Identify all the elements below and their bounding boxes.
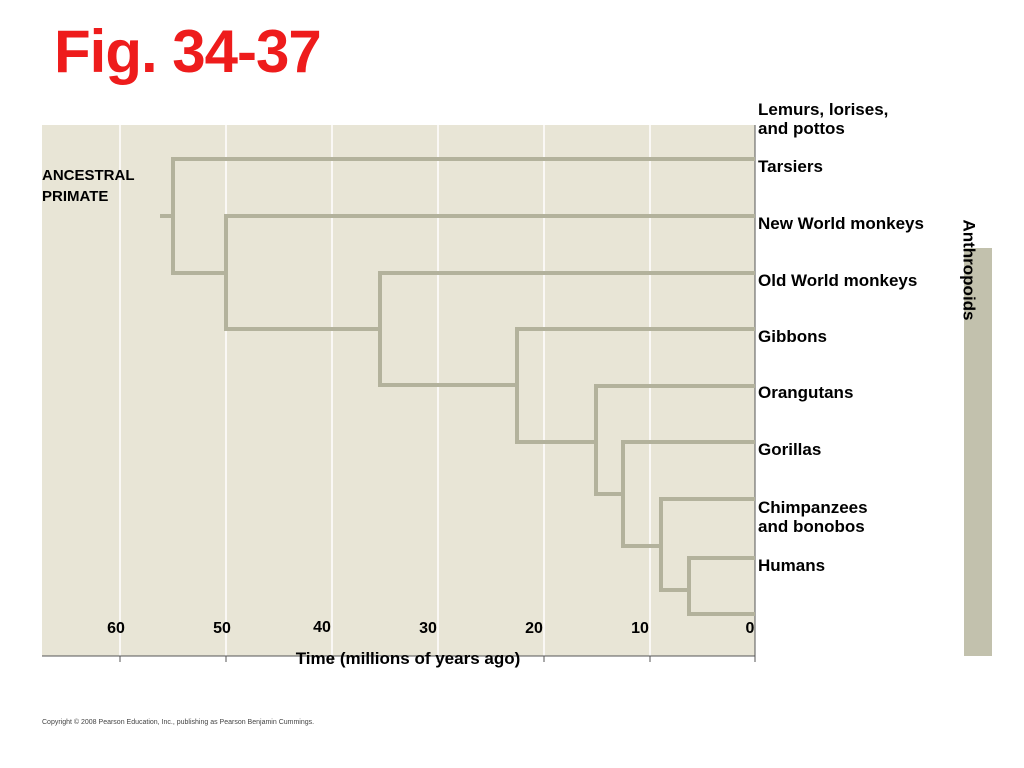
ancestor-label-line2: PRIMATE xyxy=(42,188,108,205)
branch-great-ape-split xyxy=(594,384,755,496)
tick-label: 40 xyxy=(313,619,331,636)
tick-label: 30 xyxy=(419,620,437,637)
taxon-label-chimpanzees-line2: and bonobos xyxy=(758,517,865,536)
tick-label: 10 xyxy=(631,620,649,637)
axis-ticks xyxy=(119,656,651,662)
taxon-label-orangutans: Orangutans xyxy=(758,383,853,402)
taxon-label-chimpanzees: Chimpanzees xyxy=(758,498,868,517)
branch-ape-split xyxy=(515,327,755,444)
taxon-label-gorillas: Gorillas xyxy=(758,440,821,459)
tick-label: 20 xyxy=(525,620,543,637)
taxon-label-lemurs: Lemurs, lorises, xyxy=(758,100,888,119)
tick-label: 50 xyxy=(213,620,231,637)
anthropoids-bracket xyxy=(964,248,992,656)
tick-label: 60 xyxy=(107,620,125,637)
gridlines xyxy=(119,125,651,656)
branch-catarrhine-split xyxy=(378,271,755,387)
tick-label: 0 xyxy=(746,620,755,637)
taxon-label-gibbons: Gibbons xyxy=(758,327,827,346)
figure-title: Fig. 34-37 xyxy=(54,18,322,85)
branch-chimp-human-split xyxy=(659,497,755,592)
chart-panel xyxy=(42,125,755,656)
taxon-label-humans: Humans xyxy=(758,556,825,575)
copyright-notice: Copyright © 2008 Pearson Education, Inc.… xyxy=(42,719,315,726)
taxon-label-new-world-monkeys: New World monkeys xyxy=(758,214,924,233)
branch-african-ape-split xyxy=(621,440,755,548)
ancestor-label-line1: ANCESTRAL xyxy=(42,167,135,184)
taxon-label-lemurs-line2: and pottos xyxy=(758,119,845,138)
anthropoids-label: Anthropoids xyxy=(960,219,979,320)
branch-anthropoid-split xyxy=(224,214,755,331)
branch-root-split xyxy=(171,157,755,275)
taxon-label-tarsiers: Tarsiers xyxy=(758,157,823,176)
tree-branches xyxy=(160,157,755,616)
tick-labels: 60 50 40 30 20 10 0 xyxy=(107,619,754,637)
x-axis-label: Time (millions of years ago) xyxy=(296,649,521,668)
taxon-label-old-world-monkeys: Old World monkeys xyxy=(758,271,917,290)
branch-human-terminal xyxy=(687,556,755,616)
taxa-labels: Lemurs, lorises, and pottos Tarsiers New… xyxy=(758,100,924,575)
